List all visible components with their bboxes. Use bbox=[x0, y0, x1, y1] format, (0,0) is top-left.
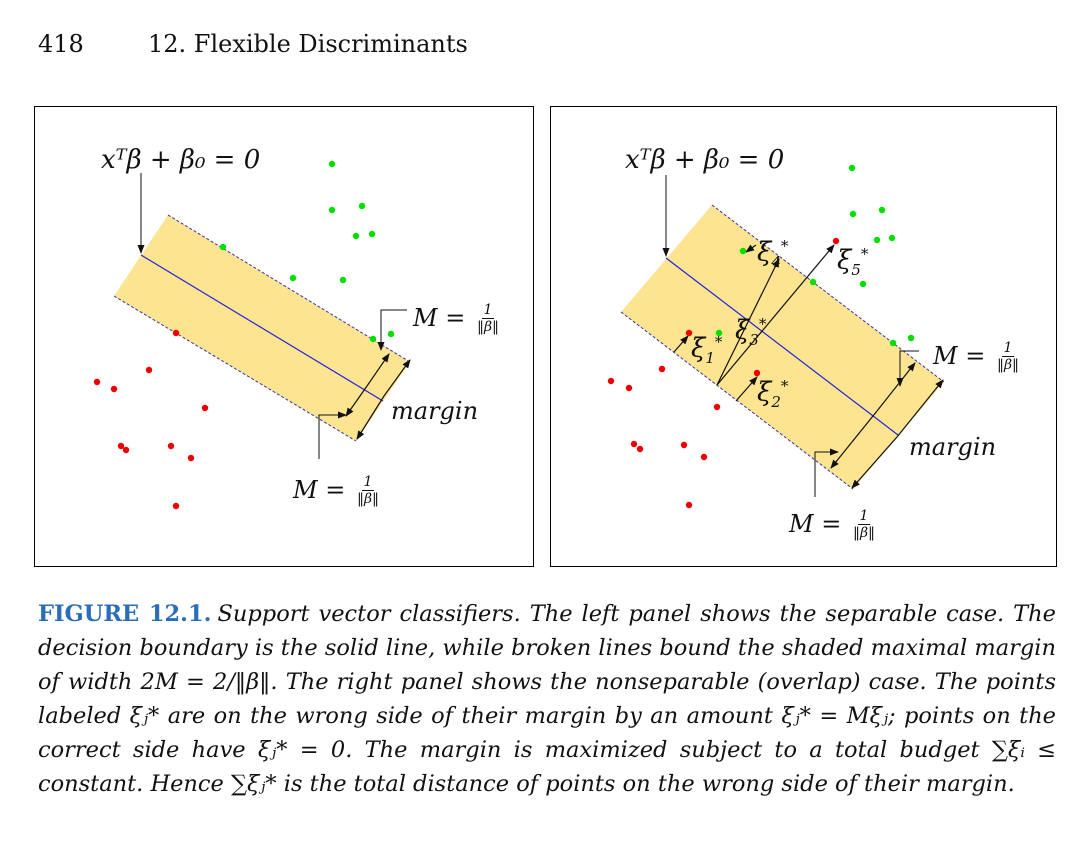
green-point bbox=[289, 274, 297, 282]
margin-word: margin bbox=[909, 433, 997, 461]
caption-text: Support vector classifiers. The left pan… bbox=[38, 601, 1056, 797]
margin-arrow-up bbox=[876, 362, 916, 412]
boundary-equation: xᵀβ + β₀ = 0 bbox=[625, 145, 785, 175]
margin-arrow-down-outer bbox=[356, 395, 385, 440]
margin-formula-top: M = 1 ‖β‖ bbox=[933, 340, 1020, 374]
red-point bbox=[172, 329, 180, 337]
green-points bbox=[219, 160, 395, 343]
green-point bbox=[878, 206, 886, 214]
red-point bbox=[187, 454, 195, 462]
red-point bbox=[630, 440, 638, 448]
green-point bbox=[387, 330, 395, 338]
left-panel: xᵀβ + β₀ = 0 M = 1 ‖β‖ margin M = 1 ‖β‖ bbox=[34, 106, 534, 567]
green-point bbox=[328, 160, 336, 168]
xi-label-5: ξ5* bbox=[837, 245, 869, 279]
red-point bbox=[117, 442, 125, 450]
green-point bbox=[739, 247, 747, 255]
red-point bbox=[753, 369, 761, 377]
m-top-leader bbox=[896, 350, 919, 387]
green-point bbox=[219, 243, 227, 251]
m-bottom-leader bbox=[814, 448, 839, 497]
margin-arrow-down bbox=[830, 410, 878, 469]
green-point bbox=[849, 210, 857, 218]
decision-boundary bbox=[140, 254, 384, 402]
figure-caption: FIGURE 12.1. Support vector classifiers. … bbox=[38, 597, 1056, 801]
margin-arrow-down bbox=[345, 385, 368, 417]
xi-label-3: ξ3* bbox=[735, 315, 767, 349]
red-point bbox=[625, 384, 633, 392]
red-point bbox=[93, 378, 101, 386]
green-point bbox=[848, 164, 856, 172]
right-panel: xᵀβ + β₀ = 0 ξ1* ξ2* ξ3* ξ4* ξ5* M = 1 ‖β… bbox=[550, 106, 1057, 567]
margin-formula-bottom: M = 1 ‖β‖ bbox=[293, 474, 380, 508]
red-point bbox=[680, 441, 688, 449]
green-point bbox=[328, 206, 336, 214]
green-point bbox=[907, 334, 915, 342]
green-point bbox=[715, 329, 723, 337]
upper-margin-line bbox=[711, 204, 945, 383]
red-point bbox=[713, 403, 721, 411]
boundary-equation: xᵀβ + β₀ = 0 bbox=[101, 145, 261, 175]
red-point bbox=[658, 365, 666, 373]
m-top-leader bbox=[377, 309, 407, 351]
green-point bbox=[809, 278, 817, 286]
xi-label-2: ξ2* bbox=[757, 377, 789, 411]
left-panel-plot bbox=[93, 160, 411, 510]
xi-arrow-2 bbox=[735, 376, 758, 402]
red-point bbox=[167, 442, 175, 450]
green-point bbox=[368, 230, 376, 238]
margin-word: margin bbox=[391, 397, 479, 425]
red-point bbox=[636, 445, 644, 453]
margin-arrow-up-outer bbox=[896, 379, 944, 438]
margin-arrow-up-outer bbox=[383, 359, 411, 397]
m-bottom-leader bbox=[318, 411, 347, 459]
red-points bbox=[607, 237, 840, 509]
red-point bbox=[201, 404, 209, 412]
figure-label: FIGURE 12.1. bbox=[38, 601, 212, 627]
xi-arrow-5 bbox=[716, 244, 835, 386]
red-point bbox=[685, 501, 693, 509]
red-point bbox=[172, 502, 180, 510]
green-point bbox=[859, 280, 867, 288]
red-point bbox=[110, 385, 118, 393]
green-point bbox=[339, 276, 347, 284]
red-point bbox=[607, 377, 615, 385]
xi-label-1: ξ1* bbox=[691, 333, 723, 367]
right-panel-plot bbox=[607, 164, 945, 509]
green-point bbox=[358, 202, 366, 210]
margin-arrow-up bbox=[366, 353, 390, 387]
xi-arrow-4 bbox=[745, 244, 757, 253]
lower-margin-line bbox=[113, 295, 357, 442]
xi-label-4: ξ4* bbox=[757, 237, 789, 271]
margin-arrow-down-outer bbox=[851, 436, 898, 489]
red-point bbox=[145, 366, 153, 374]
green-point bbox=[352, 232, 360, 240]
upper-margin-line bbox=[167, 214, 411, 363]
red-point bbox=[832, 237, 840, 245]
xi-arrow-3 bbox=[716, 258, 780, 386]
margin-formula-bottom: M = 1 ‖β‖ bbox=[789, 508, 876, 542]
green-point bbox=[888, 234, 896, 242]
red-point bbox=[685, 329, 693, 337]
chapter-title: 12. Flexible Discriminants bbox=[148, 30, 468, 58]
green-point bbox=[369, 335, 377, 343]
page-header: 418 12. Flexible Discriminants bbox=[38, 30, 468, 58]
red-point bbox=[700, 453, 708, 461]
xi-arrow-1 bbox=[673, 335, 689, 353]
page-number: 418 bbox=[38, 30, 84, 58]
green-point bbox=[889, 339, 897, 347]
green-points bbox=[715, 164, 915, 347]
red-points bbox=[93, 329, 209, 510]
green-point bbox=[873, 236, 881, 244]
decision-boundary bbox=[665, 257, 899, 436]
red-point bbox=[122, 446, 130, 454]
margin-formula-top: M = 1 ‖β‖ bbox=[413, 302, 500, 336]
